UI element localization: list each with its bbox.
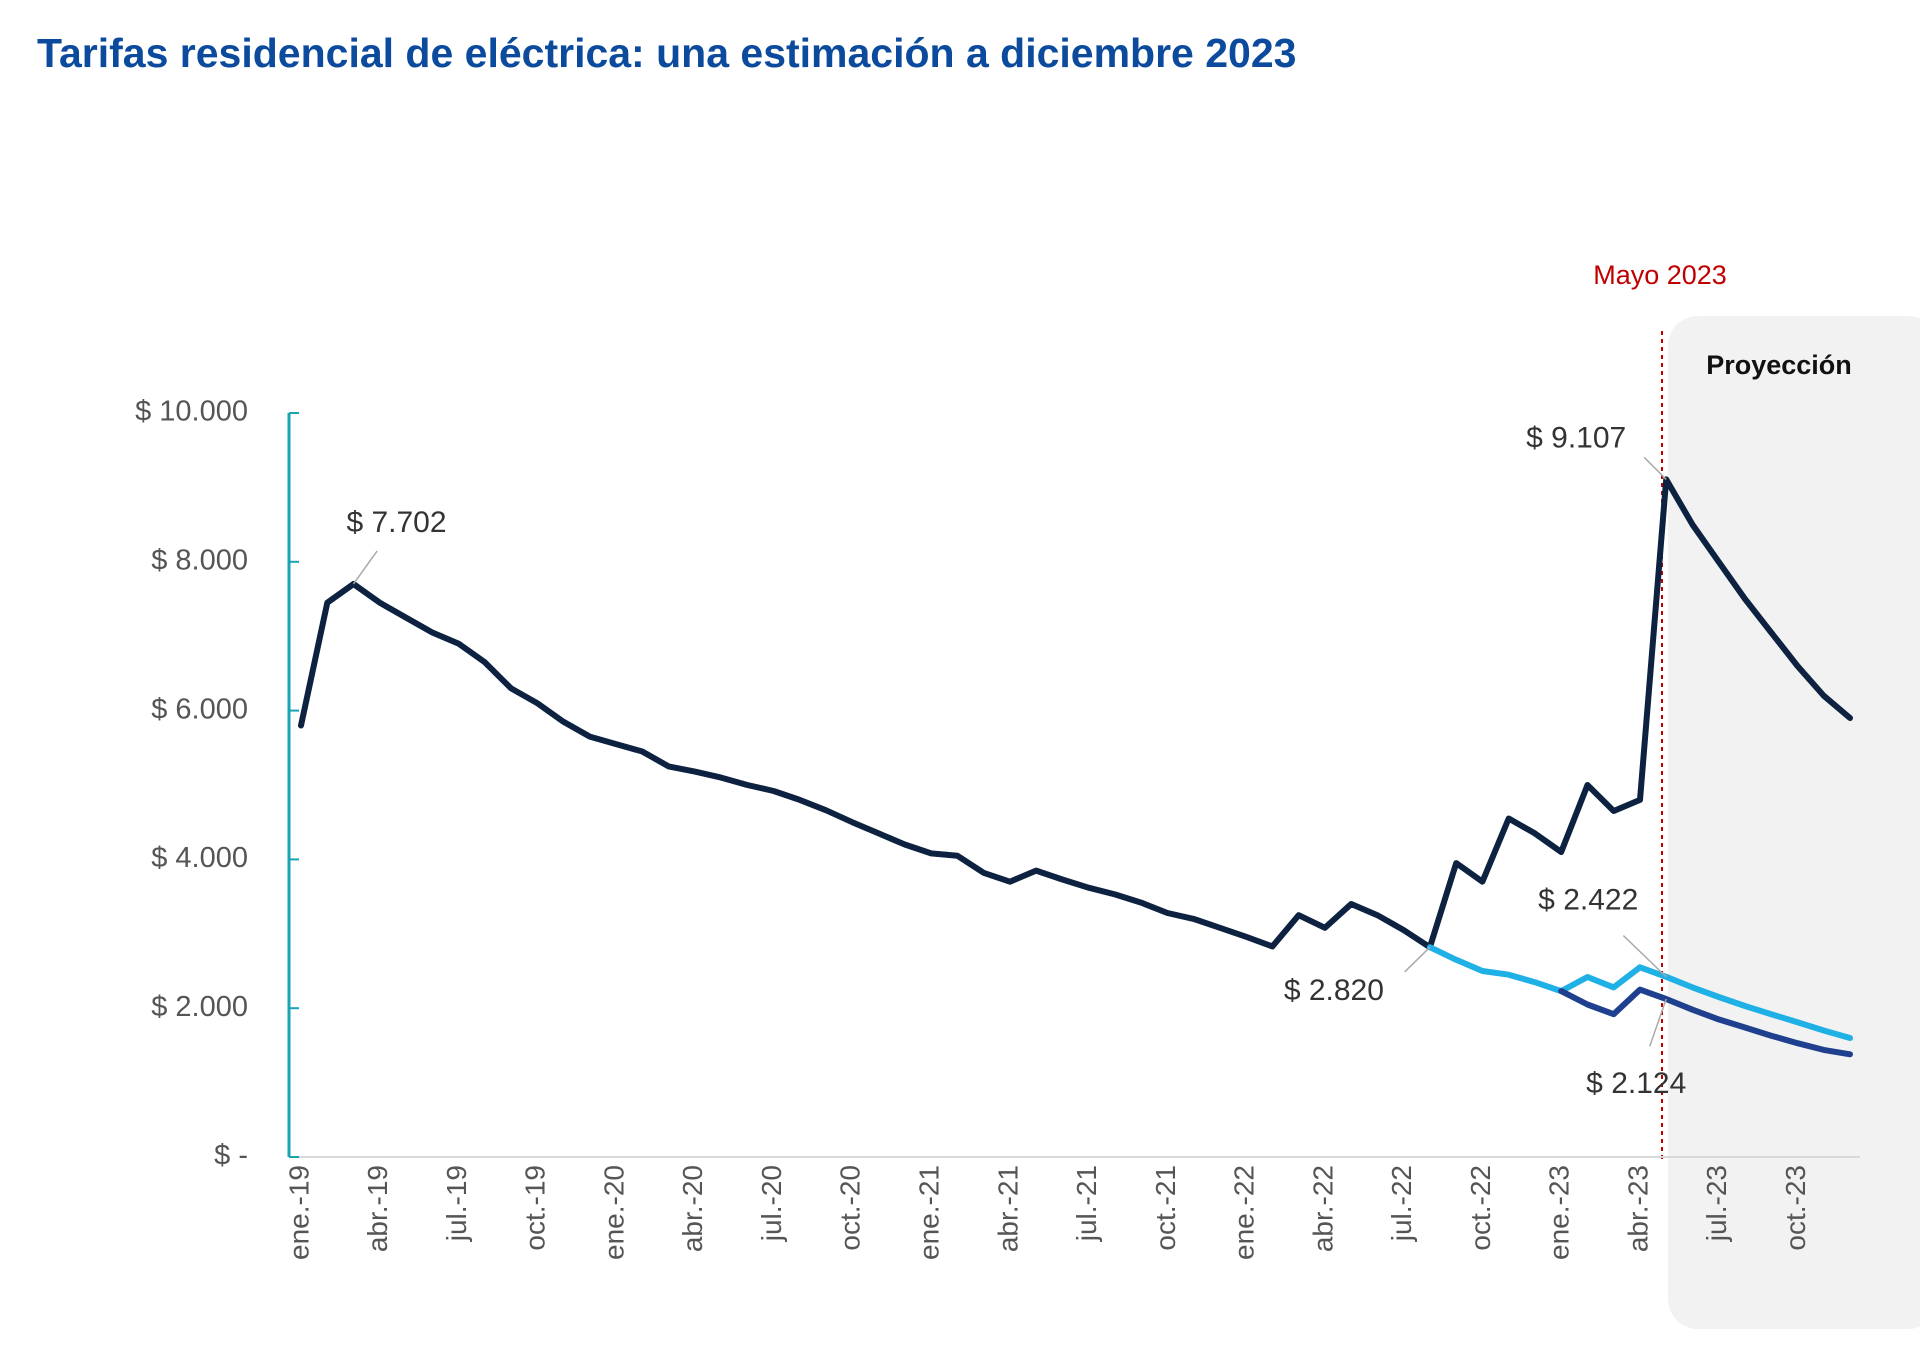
- data-label: $ 2.820: [1284, 974, 1384, 1007]
- x-tick-label: oct.-19: [520, 1165, 551, 1251]
- x-tick-label: jul.-21: [1071, 1165, 1102, 1242]
- y-tick-label: $ 8.000: [151, 544, 248, 576]
- y-tick-label: $ 4.000: [151, 842, 248, 874]
- series-line: [1558, 986, 1853, 1058]
- data-label: $ 9.107: [1526, 421, 1626, 454]
- x-tick-label: jul.-23: [1701, 1165, 1732, 1242]
- projection-label: Proyección: [1706, 350, 1852, 380]
- label-leader: [1622, 935, 1667, 978]
- series-line: [1426, 944, 1853, 1041]
- data-label: $ 7.702: [346, 506, 446, 539]
- x-tick-label: oct.-23: [1780, 1165, 1811, 1251]
- y-tick-label: $ 10.000: [135, 396, 248, 428]
- label-leader: [352, 550, 378, 585]
- x-tick-label: oct.-22: [1465, 1165, 1496, 1251]
- y-tick-label: $ -: [214, 1140, 248, 1172]
- label-leader: [1643, 456, 1667, 480]
- x-tick-label: abr.-19: [362, 1165, 393, 1252]
- x-tick-label: oct.-20: [835, 1165, 866, 1251]
- x-tick-label: ene.-19: [283, 1165, 314, 1260]
- x-tick-label: ene.-23: [1544, 1165, 1575, 1260]
- x-tick-label: abr.-23: [1622, 1165, 1653, 1252]
- x-tick-label: jul.-22: [1386, 1165, 1417, 1242]
- projection-area: [1668, 316, 1920, 1329]
- label-leader: [1404, 946, 1431, 973]
- x-tick-label: ene.-21: [913, 1165, 944, 1260]
- x-tick-label: oct.-21: [1150, 1165, 1181, 1251]
- cutoff-label: Mayo 2023: [1593, 260, 1727, 290]
- x-tick-label: abr.-22: [1307, 1165, 1338, 1252]
- data-label: $ 2.124: [1586, 1067, 1686, 1100]
- y-tick-label: $ 6.000: [151, 693, 248, 725]
- label-leader: [1649, 998, 1667, 1047]
- x-tick-label: abr.-20: [677, 1165, 708, 1252]
- x-tick-label: abr.-21: [992, 1165, 1023, 1252]
- x-tick-label: jul.-19: [441, 1165, 472, 1242]
- x-tick-label: jul.-20: [756, 1165, 787, 1242]
- x-tick-label: ene.-20: [598, 1165, 629, 1260]
- y-tick-label: $ 2.000: [151, 991, 248, 1023]
- chart-title: Tarifas residencial de eléctrica: una es…: [37, 30, 1296, 76]
- series-line: [298, 476, 1853, 951]
- x-tick-label: ene.-22: [1229, 1165, 1260, 1260]
- data-label: $ 2.422: [1538, 884, 1638, 917]
